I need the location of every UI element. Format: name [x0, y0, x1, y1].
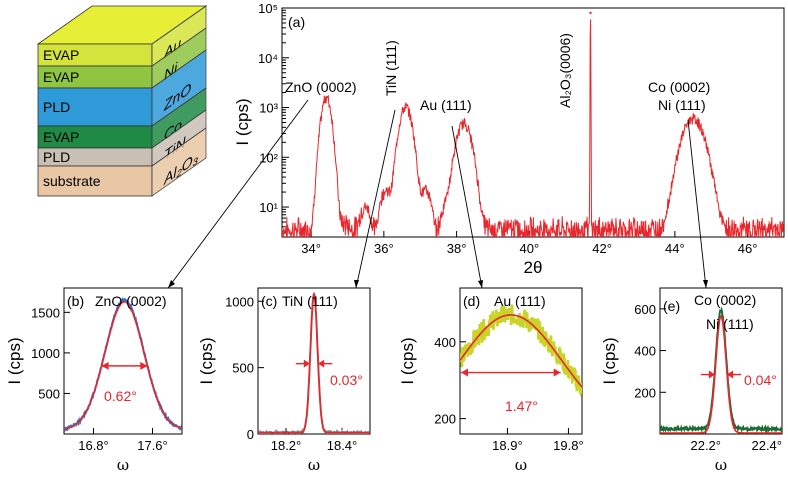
- annotation-al2o3: Al₂O₃(0006): [557, 33, 573, 108]
- connector-au: [451, 125, 483, 289]
- stack-layer-side: [151, 127, 207, 197]
- panel-e-ylabel: I (cps): [600, 337, 619, 384]
- panel-b-x-tick-label: 16.8°: [78, 438, 109, 453]
- panel-a-series-line: [282, 19, 784, 237]
- panel-c-y-tick-label: 0: [247, 427, 254, 442]
- panel-a-peak-marker: [589, 11, 592, 15]
- panel-a-y-tick-label: 10⁵: [258, 1, 278, 16]
- panel-a-x-tick-label: 40°: [520, 241, 540, 256]
- panel-b-x-tick-label: 17.6°: [137, 438, 168, 453]
- annotation-ni: Ni (111): [658, 97, 706, 113]
- panel-a-y-tick-label: 10¹: [259, 200, 278, 215]
- panel-e-label: (e): [663, 298, 680, 314]
- stack-layer-front: [37, 165, 153, 197]
- panel-d-fwhm: 1.47°: [505, 398, 538, 414]
- panel-c-fwhm-arrowheads: [303, 359, 325, 368]
- panel-a-x-tick-label: 44°: [665, 241, 685, 256]
- stack-layer-method: EVAP: [43, 47, 79, 63]
- panel-c-series-measured: [258, 291, 370, 434]
- panel-a-x-tick-label: 36°: [374, 241, 394, 256]
- panel-b-y-tick-label: 500: [38, 386, 60, 401]
- panel-a-y-tick-label: 10³: [259, 101, 278, 116]
- panel-b-xlabel: ω: [117, 456, 129, 474]
- connector-co-ni: [687, 119, 707, 289]
- connector-zno: [167, 99, 309, 289]
- panel-b-series-measured: [64, 296, 182, 433]
- panel-a-x-tick-label: 46°: [738, 241, 758, 256]
- panel-c-tin: 18.2° 18.4° 0 500 1000 (c) TiN (111) ω I (cp…: [197, 287, 371, 474]
- annotation-co: Co (0002): [648, 79, 710, 95]
- panel-c-y-tick-label: 1000: [225, 294, 254, 309]
- panel-e-xlabel: ω: [715, 456, 727, 474]
- panel-d-series-fit: [460, 314, 582, 388]
- connector-arrowheads: [168, 280, 708, 288]
- panel-c-label: (c): [261, 293, 277, 309]
- panel-c-title: TiN (111): [282, 293, 338, 309]
- panel-b-label: (b): [67, 293, 84, 309]
- panel-b-y-tick-label: 1500: [31, 305, 60, 320]
- panel-d-x-tick-label: 18.9°: [492, 438, 523, 453]
- panel-a-frame: [281, 7, 785, 238]
- panel-e-fwhm: 0.04°: [744, 372, 777, 388]
- panel-d-ylabel: I (cps): [398, 337, 417, 384]
- panel-c-x-tick-label: 18.2°: [271, 438, 302, 453]
- panel-c-xlabel: ω: [308, 456, 320, 474]
- panel-a-x-tick-label: 42°: [592, 241, 612, 256]
- panel-a-x-tick-label: 38°: [447, 241, 467, 256]
- panel-a-label: (a): [288, 14, 305, 30]
- panel-b-y-tick-label: 1000: [31, 346, 60, 361]
- annotation-zno: ZnO (0002): [285, 79, 357, 95]
- panel-e-x-tick-label: 22.4°: [751, 438, 782, 453]
- panel-e-title: Co (0002): [694, 292, 756, 308]
- connector-tin: [355, 109, 396, 289]
- panel-e-y-tick-label: 400: [634, 344, 656, 359]
- panel-d-y-tick-label: 400: [434, 335, 456, 350]
- panel-e-y-tick-label: 600: [634, 302, 656, 317]
- panel-c-y-tick-label: 500: [232, 361, 254, 376]
- panel-b-ylabel: I (cps): [5, 337, 24, 384]
- panel-e-fwhm-arrowheads: [708, 370, 734, 379]
- panel-a-ylabel: I (cps): [233, 98, 252, 145]
- panel-c-series-fit: [258, 292, 370, 434]
- annotation-au: Au (111): [420, 97, 472, 113]
- panel-c-x-tick-label: 18.4°: [327, 438, 358, 453]
- panel-e-x-tick-label: 22.2°: [690, 438, 721, 453]
- stack-layer-method: EVAP: [43, 129, 79, 145]
- panel-e-y-tick-label: 200: [634, 385, 656, 400]
- panel-d-x-tick-label: 19.8°: [553, 438, 584, 453]
- panel-e-series-measured: [660, 306, 782, 434]
- panel-b-zno: 16.8° 17.6° 500 1000 1500 (b) ZnO (0002) ω I…: [5, 287, 183, 474]
- stack-layer-method: EVAP: [43, 69, 79, 85]
- panel-d-label: (d): [463, 293, 480, 309]
- panel-a-x-tick-label: 34°: [301, 241, 321, 256]
- panel-a-xlabel: 2θ: [524, 258, 543, 277]
- stack-layer-method: substrate: [43, 173, 101, 189]
- stack-layer-method: PLD: [43, 99, 70, 115]
- panel-e-series-fit: [660, 315, 782, 434]
- panel-a-y-tick-label: 10²: [259, 150, 278, 165]
- connector-arrows: [167, 99, 708, 289]
- panel-a-y-tick-label: 10⁴: [258, 51, 278, 66]
- panel-e-title2: Ni (111): [706, 316, 754, 332]
- stack-layer-method: PLD: [43, 149, 70, 165]
- panel-a-xrd-scan: 34° 36° 38° 40° 42° 44° 46° 10¹ 10² 10³ 10⁴ 10⁵ (a)…: [233, 1, 785, 277]
- panel-c-ylabel: I (cps): [197, 337, 216, 384]
- panel-b-series-fit: [64, 301, 182, 430]
- panel-d-y-tick-label: 200: [434, 412, 456, 427]
- panel-c-fwhm: 0.03°: [330, 372, 363, 388]
- annotation-tin: TiN (111): [383, 40, 399, 96]
- panel-d-xlabel: ω: [515, 456, 527, 474]
- panel-e-co-ni: 22.2° 22.4° 200 400 600 (e) Co (0002) Ni (11…: [600, 287, 783, 474]
- panel-b-fwhm: 0.62°: [104, 388, 137, 404]
- panel-b-title: ZnO (0002): [95, 293, 167, 309]
- panel-d-title: Au (111): [494, 293, 546, 309]
